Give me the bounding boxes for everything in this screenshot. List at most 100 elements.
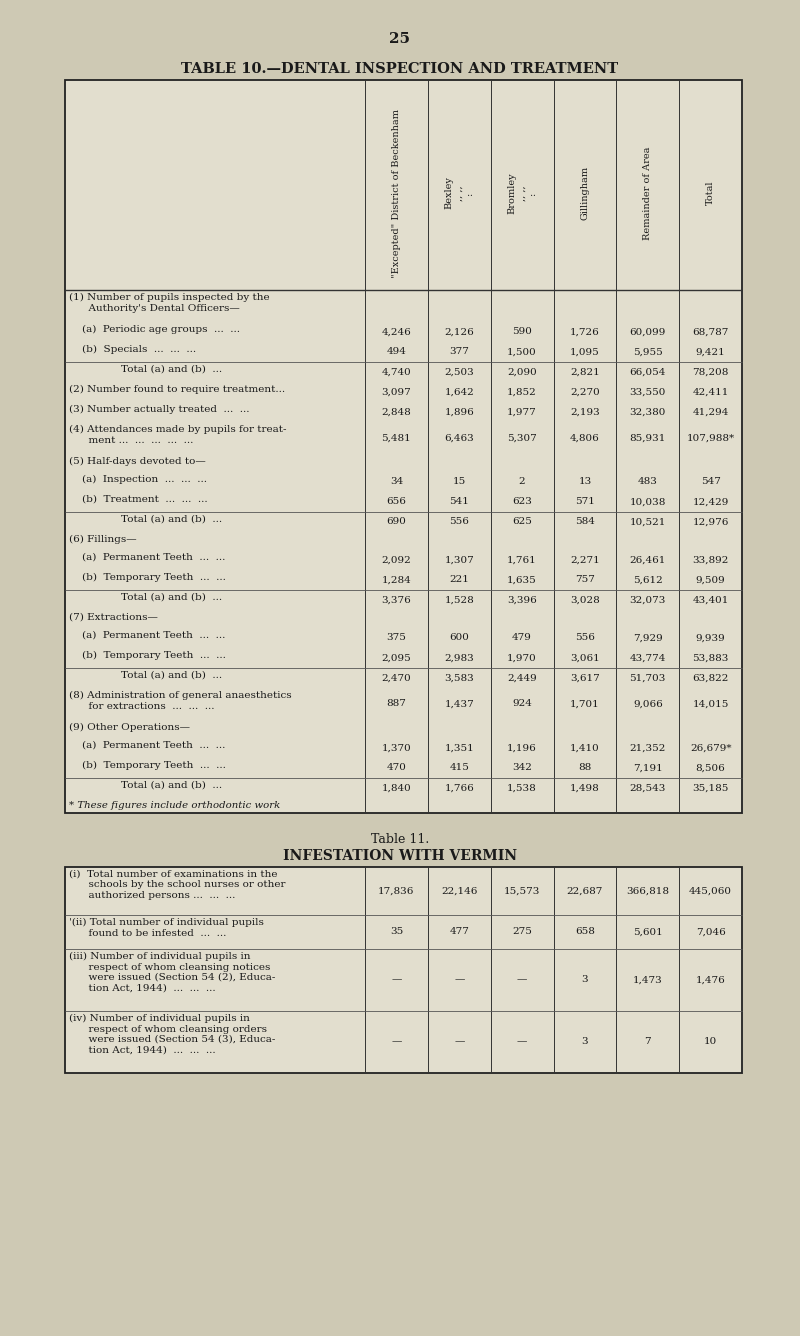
- Text: 63,822: 63,822: [692, 673, 729, 683]
- Text: (a)  Permanent Teeth  ...  ...: (a) Permanent Teeth ... ...: [69, 553, 226, 562]
- Text: 2,983: 2,983: [444, 653, 474, 663]
- Text: —: —: [517, 975, 527, 985]
- Text: 6,463: 6,463: [444, 433, 474, 442]
- Text: 5,481: 5,481: [382, 433, 411, 442]
- Text: 9,939: 9,939: [696, 633, 726, 643]
- Text: 571: 571: [575, 497, 595, 506]
- Text: Total (a) and (b)  ...: Total (a) and (b) ...: [69, 671, 222, 680]
- Text: 34: 34: [390, 477, 403, 486]
- Text: 590: 590: [512, 327, 532, 337]
- Text: 41,294: 41,294: [692, 407, 729, 417]
- Text: 494: 494: [386, 347, 406, 357]
- Text: —: —: [454, 975, 465, 985]
- Text: Total (a) and (b)  ...: Total (a) and (b) ...: [69, 782, 222, 790]
- Text: 1,726: 1,726: [570, 327, 600, 337]
- Text: Total (a) and (b)  ...: Total (a) and (b) ...: [69, 514, 222, 524]
- Text: 5,307: 5,307: [507, 433, 537, 442]
- Text: '(ii) Total number of individual pupils
      found to be infested  ...  ...: '(ii) Total number of individual pupils …: [69, 918, 264, 938]
- Text: (b)  Temporary Teeth  ...  ...: (b) Temporary Teeth ... ...: [69, 651, 226, 660]
- Text: 547: 547: [701, 477, 721, 486]
- Text: 9,509: 9,509: [696, 576, 726, 585]
- Text: 13: 13: [578, 477, 591, 486]
- Text: 10,521: 10,521: [630, 517, 666, 526]
- Text: 32,073: 32,073: [630, 596, 666, 604]
- Text: 556: 556: [575, 633, 595, 643]
- Text: 887: 887: [386, 700, 406, 708]
- Text: 3: 3: [582, 975, 588, 985]
- Text: 221: 221: [450, 576, 469, 585]
- Text: 415: 415: [450, 763, 469, 772]
- Text: 7,046: 7,046: [696, 927, 726, 937]
- Text: 1,538: 1,538: [507, 783, 537, 792]
- Text: 53,883: 53,883: [692, 653, 729, 663]
- Text: 14,015: 14,015: [692, 700, 729, 708]
- Text: 2,193: 2,193: [570, 407, 600, 417]
- Text: 1,761: 1,761: [507, 556, 537, 565]
- Text: 10: 10: [704, 1038, 718, 1046]
- Text: 4,246: 4,246: [382, 327, 411, 337]
- Text: 2,092: 2,092: [382, 556, 411, 565]
- Text: 33,892: 33,892: [692, 556, 729, 565]
- Text: 1,970: 1,970: [507, 653, 537, 663]
- Text: 2,270: 2,270: [570, 387, 600, 397]
- Text: 625: 625: [512, 517, 532, 526]
- Text: 5,601: 5,601: [633, 927, 662, 937]
- Text: (i)  Total number of examinations in the
      schools by the school nurses or o: (i) Total number of examinations in the …: [69, 870, 286, 900]
- Text: 12,429: 12,429: [692, 497, 729, 506]
- Text: 366,818: 366,818: [626, 887, 670, 895]
- Text: —: —: [454, 1038, 465, 1046]
- Text: 1,370: 1,370: [382, 744, 411, 752]
- Text: (6) Fillings—: (6) Fillings—: [69, 534, 137, 544]
- Text: 15,573: 15,573: [504, 887, 540, 895]
- Text: 26,461: 26,461: [630, 556, 666, 565]
- Text: 1,410: 1,410: [570, 744, 600, 752]
- Text: 483: 483: [638, 477, 658, 486]
- Text: 1,896: 1,896: [444, 407, 474, 417]
- Text: (8) Administration of general anaesthetics
      for extractions  ...  ...  ...: (8) Administration of general anaestheti…: [69, 691, 292, 711]
- Text: 1,500: 1,500: [507, 347, 537, 357]
- Text: Total (a) and (b)  ...: Total (a) and (b) ...: [69, 365, 222, 374]
- Text: (a)  Permanent Teeth  ...  ...: (a) Permanent Teeth ... ...: [69, 741, 226, 749]
- Text: 1,284: 1,284: [382, 576, 411, 585]
- Text: 5,612: 5,612: [633, 576, 662, 585]
- Text: 2,271: 2,271: [570, 556, 600, 565]
- Text: 43,401: 43,401: [692, 596, 729, 604]
- Text: 1,852: 1,852: [507, 387, 537, 397]
- Text: 1,766: 1,766: [444, 783, 474, 792]
- Text: 275: 275: [512, 927, 532, 937]
- Text: 3,028: 3,028: [570, 596, 600, 604]
- Text: 4,740: 4,740: [382, 367, 411, 377]
- Text: INFESTATION WITH VERMIN: INFESTATION WITH VERMIN: [283, 848, 517, 863]
- Text: 3,396: 3,396: [507, 596, 537, 604]
- Text: 33,550: 33,550: [630, 387, 666, 397]
- Text: 1,498: 1,498: [570, 783, 600, 792]
- Text: 2,090: 2,090: [507, 367, 537, 377]
- Text: 3,583: 3,583: [444, 673, 474, 683]
- Text: 88: 88: [578, 763, 591, 772]
- Text: 1,351: 1,351: [444, 744, 474, 752]
- Text: 15: 15: [453, 477, 466, 486]
- Text: (b)  Temporary Teeth  ...  ...: (b) Temporary Teeth ... ...: [69, 573, 226, 582]
- Text: 85,931: 85,931: [630, 433, 666, 442]
- Text: 42,411: 42,411: [692, 387, 729, 397]
- Text: 1,635: 1,635: [507, 576, 537, 585]
- Text: 78,208: 78,208: [692, 367, 729, 377]
- Text: 1,196: 1,196: [507, 744, 537, 752]
- Text: 3,061: 3,061: [570, 653, 600, 663]
- Bar: [65, 867, 742, 1073]
- Text: 375: 375: [386, 633, 406, 643]
- Text: Bromley
,, ,,
:: Bromley ,, ,, :: [507, 172, 537, 214]
- Text: 107,988*: 107,988*: [686, 433, 734, 442]
- Text: 8,506: 8,506: [696, 763, 726, 772]
- Text: 9,421: 9,421: [696, 347, 726, 357]
- Text: 377: 377: [450, 347, 469, 357]
- Text: 2,449: 2,449: [507, 673, 537, 683]
- Text: 658: 658: [575, 927, 595, 937]
- Text: 9,066: 9,066: [633, 700, 662, 708]
- Bar: [65, 867, 742, 1073]
- Text: 1,476: 1,476: [696, 975, 726, 985]
- Text: 600: 600: [450, 633, 469, 643]
- Text: 2,470: 2,470: [382, 673, 411, 683]
- Text: 10,038: 10,038: [630, 497, 666, 506]
- Text: (2) Number found to require treatment...: (2) Number found to require treatment...: [69, 385, 285, 394]
